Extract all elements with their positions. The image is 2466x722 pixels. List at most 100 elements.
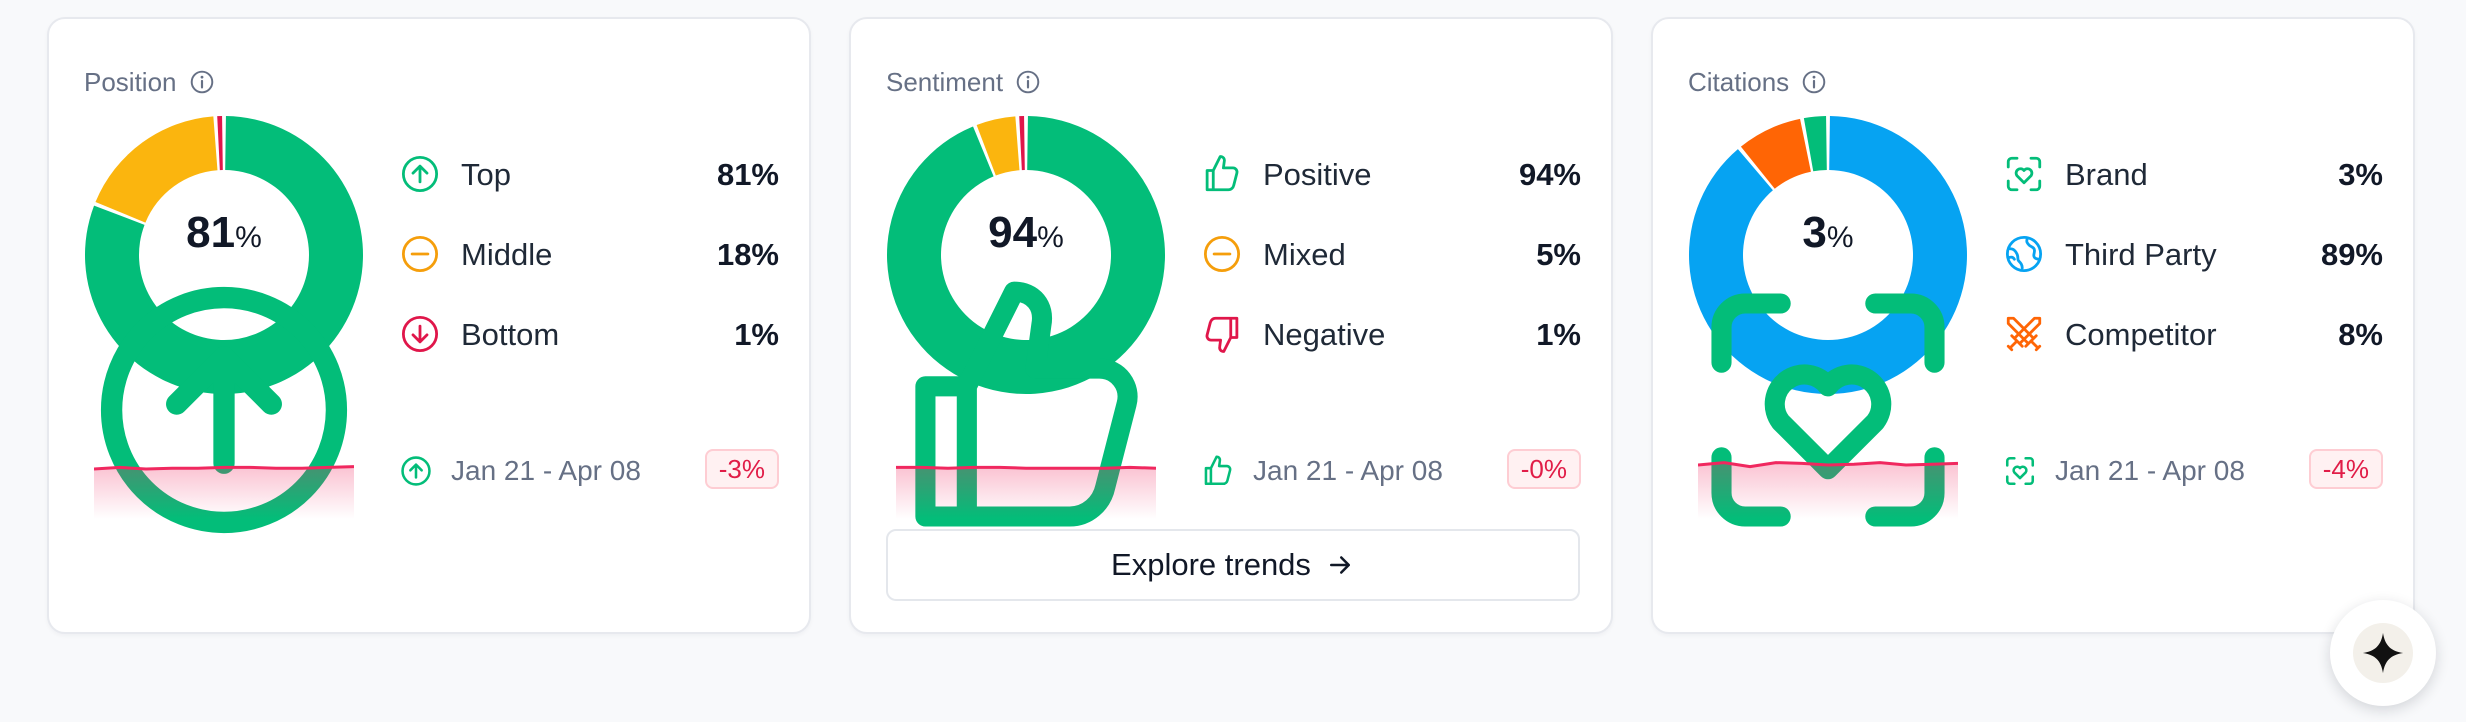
citations-card: Citations 3% Brand 3% Third Party 89% Co… xyxy=(1651,17,2415,634)
center-value-number: 3 xyxy=(1802,208,1827,257)
sparkline-area xyxy=(896,467,1156,519)
donut-segment[interactable] xyxy=(1740,118,1811,189)
donut-segment[interactable] xyxy=(1689,116,1967,394)
donut-svg xyxy=(887,116,1165,395)
minus-circle-icon xyxy=(1203,235,1241,273)
donut-center-value: 81% xyxy=(82,209,366,262)
citations-sparkline[interactable] xyxy=(1698,443,1958,519)
sparkline-svg xyxy=(1698,461,1958,519)
crossed-swords-icon xyxy=(2006,316,2042,352)
legend-label: Negative xyxy=(1263,317,1386,352)
legend-label: Competitor xyxy=(2065,317,2217,352)
donut-svg xyxy=(1689,116,1967,394)
legend-value: 1% xyxy=(1536,317,1581,352)
center-value-number: 94 xyxy=(988,208,1038,257)
position-donut-chart[interactable]: 81% xyxy=(82,113,366,534)
legend-value: 3% xyxy=(2338,157,2383,192)
legend-item-positive: Positive 94% xyxy=(1201,153,1581,233)
donut-segment[interactable] xyxy=(976,116,1020,176)
sparkline-area xyxy=(1698,462,1958,519)
legend-item-top: Top 81% xyxy=(399,153,779,233)
arrow-down-circle-icon xyxy=(401,315,439,353)
assistant-button[interactable] xyxy=(2330,600,2436,706)
card-title: Citations xyxy=(1688,67,1827,97)
arrow-up-circle-icon xyxy=(401,155,439,193)
info-icon[interactable] xyxy=(1015,69,1041,95)
trend-row: Jan 21 - Apr 08 -0% xyxy=(1201,449,1581,493)
thumbs-down-icon xyxy=(1205,316,1239,353)
card-title-text: Position xyxy=(84,67,177,97)
legend-value: 5% xyxy=(1536,237,1581,272)
legend-label: Bottom xyxy=(461,317,560,352)
explore-trends-button[interactable]: Explore trends xyxy=(886,529,1580,601)
legend-label: Brand xyxy=(2065,157,2148,192)
legend-item-bottom: Bottom 1% xyxy=(399,313,779,393)
legend-label: Third Party xyxy=(2065,237,2217,272)
info-icon[interactable] xyxy=(189,69,215,95)
arrow-up-circle-icon xyxy=(401,456,431,486)
card-title-text: Sentiment xyxy=(886,67,1004,97)
card-title: Position xyxy=(84,67,215,97)
minus-circle-icon xyxy=(401,235,439,273)
donut-center-value: 94% xyxy=(884,209,1168,262)
legend-item-third-party: Third Party 89% xyxy=(2003,233,2383,313)
heart-scan-icon xyxy=(2005,456,2035,486)
donut-segment[interactable] xyxy=(1803,116,1827,172)
legend-item-competitor: Competitor 8% xyxy=(2003,313,2383,393)
arrow-right-icon xyxy=(1329,556,1350,574)
sparkline-area xyxy=(94,466,354,519)
center-value-unit: % xyxy=(1826,221,1854,254)
globe-icon xyxy=(2005,235,2043,273)
legend-value: 1% xyxy=(734,317,779,352)
card-title: Sentiment xyxy=(886,67,1041,97)
donut-segment[interactable] xyxy=(1019,116,1025,171)
donut-segment[interactable] xyxy=(217,116,223,171)
donut-center: 81% xyxy=(82,209,366,552)
sparkline-svg xyxy=(94,465,354,519)
citations-donut-chart[interactable]: 3% xyxy=(1686,113,1970,527)
legend-value: 94% xyxy=(1518,157,1581,192)
donut-center-value: 3% xyxy=(1686,209,1970,262)
date-range: Jan 21 - Apr 08 xyxy=(2055,455,2245,486)
position-legend: Top 81% Middle 18% Bottom 1% xyxy=(399,153,779,393)
legend-item-mixed: Mixed 5% xyxy=(1201,233,1581,313)
legend-value: 89% xyxy=(2320,237,2383,272)
legend-value: 81% xyxy=(716,157,779,192)
date-range: Jan 21 - Apr 08 xyxy=(1253,455,1443,486)
assistant-button-inner xyxy=(2353,623,2413,683)
thumbs-up-icon xyxy=(1204,455,1232,486)
sentiment-sparkline[interactable] xyxy=(896,443,1156,519)
explore-trends-label: Explore trends xyxy=(1111,547,1311,582)
trend-row: Jan 21 - Apr 08 -3% xyxy=(399,449,779,493)
legend-item-brand: Brand 3% xyxy=(2003,153,2383,233)
center-value-number: 81 xyxy=(186,208,236,257)
delta-badge: -4% xyxy=(2308,449,2383,489)
sentiment-card: Sentiment 94% Positive 94% Mixed 5% Nega… xyxy=(849,17,1613,634)
position-sparkline[interactable] xyxy=(94,443,354,519)
legend-value: 18% xyxy=(716,237,779,272)
legend-item-negative: Negative 1% xyxy=(1201,313,1581,393)
arrow-up-circle-icon xyxy=(100,286,348,534)
thumbs-up-icon xyxy=(1205,155,1239,192)
date-range: Jan 21 - Apr 08 xyxy=(451,455,641,486)
donut-segment[interactable] xyxy=(95,116,218,223)
delta-badge: -3% xyxy=(704,449,779,489)
sparkline-line xyxy=(896,465,1156,470)
sentiment-donut-chart[interactable]: 94% xyxy=(884,113,1168,527)
heart-scan-icon xyxy=(1711,293,1945,527)
sparkline-svg xyxy=(896,465,1156,519)
citations-legend: Brand 3% Third Party 89% Competitor 8% xyxy=(2003,153,2383,393)
center-value-unit: % xyxy=(235,221,262,254)
legend-label: Top xyxy=(461,157,511,192)
sparkle-star-icon xyxy=(2362,632,2404,674)
sparkline-line xyxy=(1698,461,1958,469)
legend-label: Positive xyxy=(1263,157,1372,192)
position-card: Position 81% Top 81% Middle 18% Bottom 1… xyxy=(47,17,811,634)
card-title-text: Citations xyxy=(1688,67,1790,97)
sentiment-legend: Positive 94% Mixed 5% Negative 1% xyxy=(1201,153,1581,393)
legend-item-middle: Middle 18% xyxy=(399,233,779,313)
delta-badge: -0% xyxy=(1506,449,1581,489)
info-icon[interactable] xyxy=(1801,69,1827,95)
legend-label: Middle xyxy=(461,237,553,272)
donut-segment[interactable] xyxy=(887,116,1165,395)
